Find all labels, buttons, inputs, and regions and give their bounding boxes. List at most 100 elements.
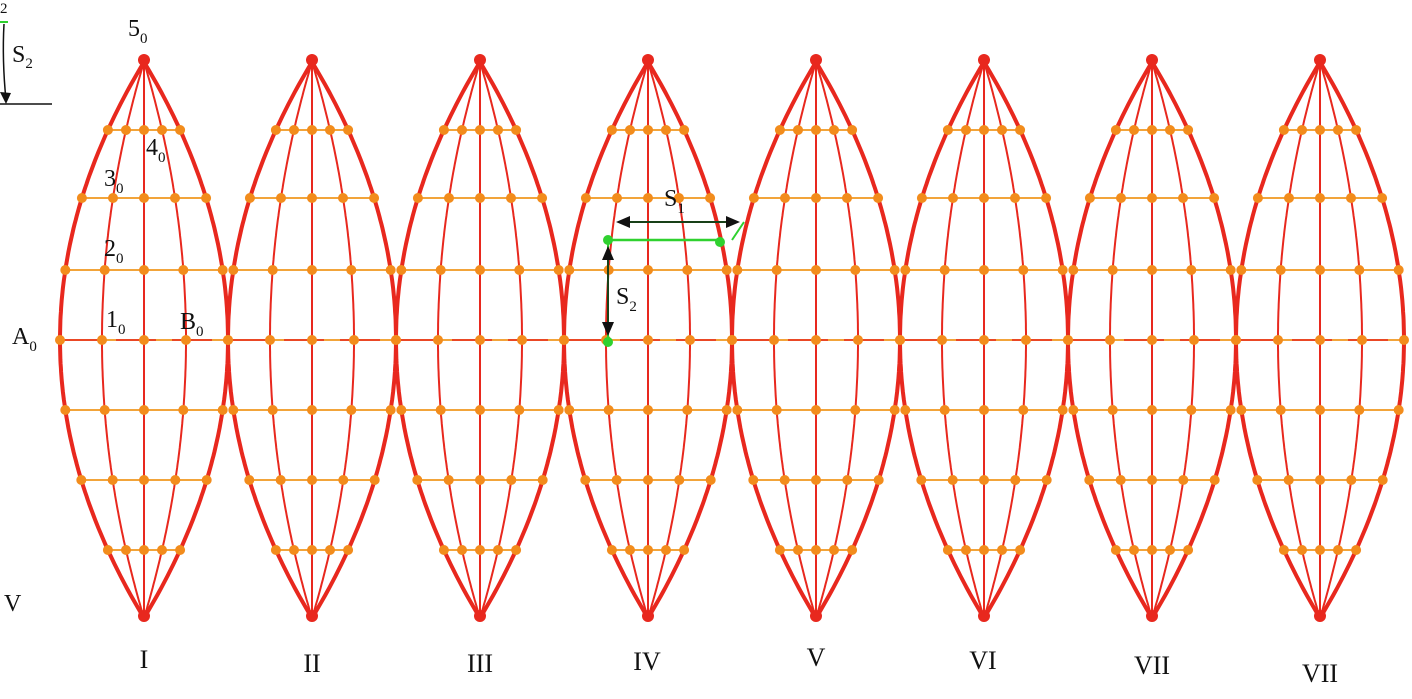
grid-node [157,545,167,555]
label-point-a: A0 [12,324,37,355]
grid-node [517,335,527,345]
grid-node [1351,125,1362,135]
grid-node [475,265,485,275]
grid-node [537,193,548,203]
grid-node [475,335,485,345]
grid-node [475,405,485,415]
grid-node [108,193,118,203]
grid-node [916,475,927,485]
grid-node [682,265,693,275]
s1-arrowhead-right [726,216,740,228]
grid-node [443,475,454,485]
label-point-4: 40 [146,135,166,166]
measurement-s1-s2: S1 S2 [602,186,745,347]
grid-node [97,335,107,345]
grid-node [580,475,591,485]
grid-node [900,405,911,415]
grid-node [771,405,782,415]
grid-node [939,265,950,275]
grid-node [811,475,821,485]
grid-node [774,545,785,555]
grid-node [385,405,396,415]
grid-node [435,265,446,275]
inner-meridian [983,59,1027,617]
grid-node [900,265,911,275]
grid-node [1252,475,1263,485]
grid-node [1275,405,1286,415]
grid-node [201,193,212,203]
grid-node [102,125,113,135]
grid-node [1165,545,1175,555]
grid-node [1165,125,1175,135]
grid-node [338,475,349,485]
points-layer [55,54,1409,622]
grid-node [1393,405,1404,415]
grid-node [99,405,110,415]
grid-node [60,405,71,415]
grid-node [1115,475,1126,485]
grid-node [391,335,401,345]
grid-node [385,265,396,275]
grid-node [457,545,467,555]
grid-node [1399,335,1409,345]
grid-node [307,475,317,485]
grid-node [997,545,1007,555]
grid-node [178,265,189,275]
grid-node [1315,193,1325,203]
grid-node [1147,125,1157,135]
grid-node [444,193,454,203]
grid-node [139,193,149,203]
grid-node [1129,125,1139,135]
north-pole-vertex [978,54,990,66]
grid-node [55,335,65,345]
north-pole-vertex [642,54,654,66]
grid-node [939,405,950,415]
grid-node [811,335,821,345]
grid-node [1178,193,1188,203]
label-pole-5: 50 [128,16,148,47]
grid-node [771,265,782,275]
grid-node [307,545,317,555]
grid-node [979,265,989,275]
grid-node [979,193,989,203]
grid-node [270,545,281,555]
green-point-top-left [603,235,613,245]
grid-node [705,193,716,203]
grid-node [1189,335,1199,345]
grid-node [412,193,423,203]
grid-node [682,405,693,415]
corner-s2-arrow [2,23,7,101]
grid-node [1105,335,1115,345]
grid-node [267,405,278,415]
grid-node [343,125,354,135]
grid-node [511,125,522,135]
grid-node [606,125,617,135]
grid-node [847,125,858,135]
grid-node [643,475,653,485]
grid-node [1225,405,1236,415]
inner-meridian [101,59,145,617]
grid-node [223,335,233,345]
grid-node [625,545,635,555]
grid-node [847,545,858,555]
grid-node [475,475,485,485]
grid-node [721,265,732,275]
grid-node [493,545,503,555]
grid-node [625,125,635,135]
grid-node [1315,405,1325,415]
grid-node [1236,265,1247,275]
inner-meridian [1109,59,1153,617]
grid-node [228,405,239,415]
grid-node [435,405,446,415]
grid-node [343,545,354,555]
grid-node [1315,125,1325,135]
grid-node [748,475,759,485]
corner-s2-annotation: 2 S2 [0,1,52,105]
grid-node [679,125,690,135]
grid-node [175,545,186,555]
grid-node [475,125,485,135]
grid-node [107,475,118,485]
grid-node [779,475,790,485]
grid-node [1351,545,1362,555]
